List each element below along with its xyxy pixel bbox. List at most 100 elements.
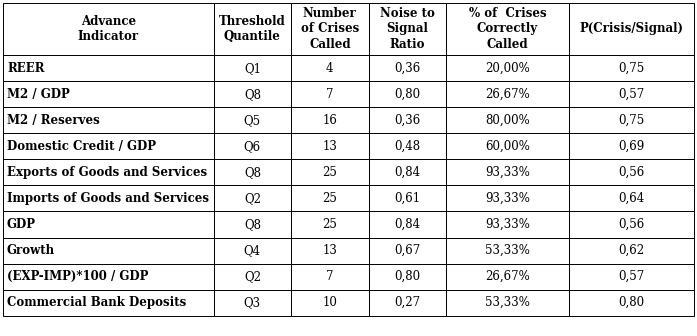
Bar (291, 133, 369, 159)
Bar (369, 107, 446, 133)
Bar (569, 264, 694, 290)
Bar (214, 185, 291, 211)
Text: 0,36: 0,36 (394, 62, 420, 75)
Bar (369, 211, 446, 238)
Text: 4: 4 (326, 62, 334, 75)
Bar (3, 290, 214, 316)
Bar (291, 185, 369, 211)
Bar (3, 185, 214, 211)
Text: 0,80: 0,80 (395, 270, 420, 283)
Text: Q6: Q6 (244, 140, 261, 153)
Text: 10: 10 (323, 296, 337, 309)
Text: 0,80: 0,80 (395, 88, 420, 101)
Text: 0,36: 0,36 (394, 114, 420, 127)
Bar (569, 211, 694, 238)
Bar (291, 238, 369, 264)
Bar (3, 238, 214, 264)
Text: P(Crisis/Signal): P(Crisis/Signal) (580, 23, 684, 35)
Text: 26,67%: 26,67% (485, 270, 530, 283)
Bar (446, 290, 569, 316)
Text: 93,33%: 93,33% (485, 218, 530, 231)
Text: (EXP-IMP)*100 / GDP: (EXP-IMP)*100 / GDP (7, 270, 148, 283)
Text: GDP: GDP (7, 218, 36, 231)
Text: 25: 25 (323, 218, 337, 231)
Text: 0,62: 0,62 (618, 244, 645, 257)
Text: Threshold
Quantile: Threshold Quantile (219, 15, 286, 43)
Bar (369, 3, 446, 55)
Bar (446, 107, 569, 133)
Bar (446, 55, 569, 81)
Bar (291, 55, 369, 81)
Bar (3, 55, 214, 81)
Text: 0,64: 0,64 (618, 192, 645, 205)
Text: 0,27: 0,27 (395, 296, 420, 309)
Text: Q2: Q2 (244, 192, 261, 205)
Text: Q5: Q5 (244, 114, 261, 127)
Bar (291, 264, 369, 290)
Text: 0,75: 0,75 (618, 62, 645, 75)
Text: 0,84: 0,84 (395, 166, 420, 179)
Bar (446, 238, 569, 264)
Bar (291, 159, 369, 185)
Bar (214, 81, 291, 107)
Bar (446, 81, 569, 107)
Bar (291, 81, 369, 107)
Bar (569, 133, 694, 159)
Text: Exports of Goods and Services: Exports of Goods and Services (7, 166, 207, 179)
Text: Q8: Q8 (244, 218, 261, 231)
Bar (569, 81, 694, 107)
Bar (569, 290, 694, 316)
Text: Q1: Q1 (244, 62, 261, 75)
Bar (569, 238, 694, 264)
Bar (369, 81, 446, 107)
Text: Q2: Q2 (244, 270, 261, 283)
Text: 0,56: 0,56 (618, 166, 645, 179)
Text: 0,69: 0,69 (618, 140, 645, 153)
Bar (446, 264, 569, 290)
Text: 0,57: 0,57 (618, 270, 645, 283)
Bar (291, 211, 369, 238)
Bar (3, 264, 214, 290)
Bar (3, 3, 214, 55)
Bar (214, 159, 291, 185)
Text: Growth: Growth (7, 244, 55, 257)
Bar (446, 3, 569, 55)
Text: 0,84: 0,84 (395, 218, 420, 231)
Bar (3, 159, 214, 185)
Text: 13: 13 (323, 244, 337, 257)
Text: 80,00%: 80,00% (485, 114, 530, 127)
Bar (369, 290, 446, 316)
Bar (369, 133, 446, 159)
Text: REER: REER (7, 62, 45, 75)
Text: 7: 7 (326, 88, 334, 101)
Bar (291, 3, 369, 55)
Text: Number
of Crises
Called: Number of Crises Called (300, 7, 359, 51)
Text: Commercial Bank Deposits: Commercial Bank Deposits (7, 296, 186, 309)
Text: Noise to
Signal
Ratio: Noise to Signal Ratio (380, 7, 435, 51)
Bar (446, 211, 569, 238)
Text: 0,57: 0,57 (618, 88, 645, 101)
Bar (369, 264, 446, 290)
Text: 53,33%: 53,33% (485, 244, 530, 257)
Bar (291, 290, 369, 316)
Text: 93,33%: 93,33% (485, 166, 530, 179)
Bar (569, 185, 694, 211)
Text: 16: 16 (323, 114, 337, 127)
Bar (214, 238, 291, 264)
Bar (3, 107, 214, 133)
Bar (3, 211, 214, 238)
Bar (214, 290, 291, 316)
Text: Q8: Q8 (244, 88, 261, 101)
Text: % of  Crises
Correctly
Called: % of Crises Correctly Called (468, 7, 546, 51)
Text: Imports of Goods and Services: Imports of Goods and Services (7, 192, 209, 205)
Text: 53,33%: 53,33% (485, 296, 530, 309)
Text: 60,00%: 60,00% (485, 140, 530, 153)
Bar (214, 211, 291, 238)
Text: 25: 25 (323, 192, 337, 205)
Text: 0,61: 0,61 (395, 192, 420, 205)
Text: Q3: Q3 (244, 296, 261, 309)
Bar (446, 159, 569, 185)
Bar (369, 185, 446, 211)
Text: Q8: Q8 (244, 166, 261, 179)
Bar (569, 55, 694, 81)
